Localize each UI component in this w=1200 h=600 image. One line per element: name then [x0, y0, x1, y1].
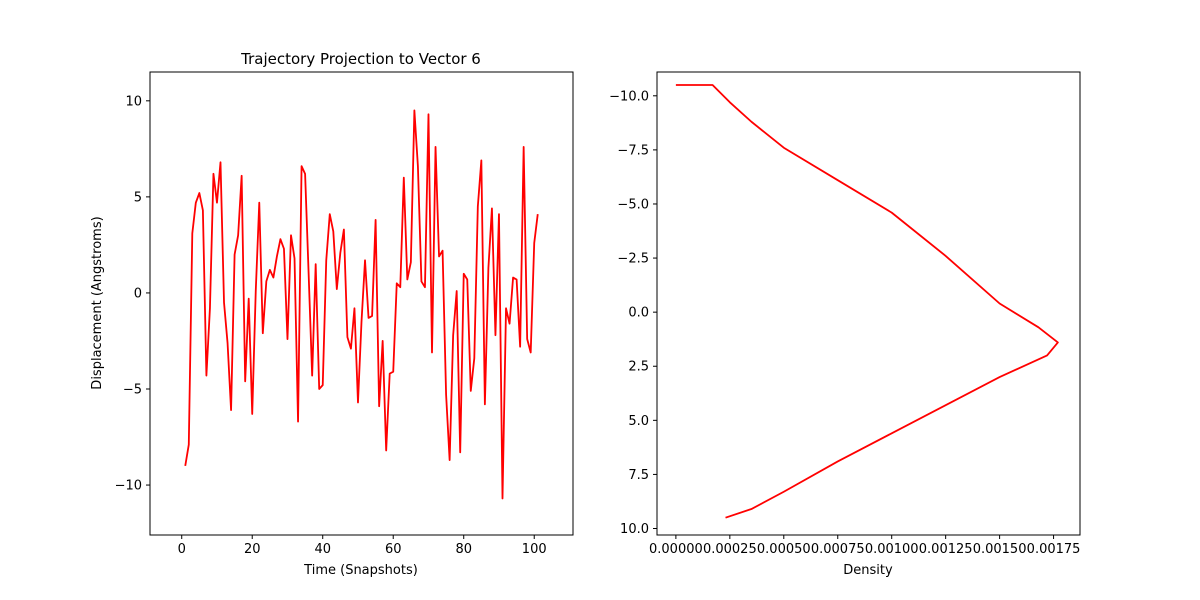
left-y-tick-label: −10: [115, 479, 142, 494]
right-x-tick-label: 0.00175: [1027, 542, 1081, 557]
right-x-tick-label: 0.00050: [757, 542, 811, 557]
left-y-tick-label: 5: [134, 190, 142, 205]
left-x-tick-label: 0: [178, 542, 186, 557]
right-plot-frame: [656, 71, 1081, 536]
x-axis-label-density: Density: [843, 563, 893, 578]
right-y-tick-label: 2.5: [628, 360, 649, 375]
right-y-tick-label: −10.0: [609, 89, 649, 104]
density-series-line: [675, 84, 1059, 519]
y-axis-label: Displacement (Angstroms): [90, 216, 105, 389]
left-x-tick-label: 80: [455, 542, 472, 557]
right-y-tick-label: 7.5: [628, 468, 649, 483]
left-y-tick-label: 0: [134, 286, 142, 301]
left-x-tick-label: 20: [244, 542, 261, 557]
left-x-tick-label: 100: [522, 542, 547, 557]
right-y-tick-label: −5.0: [617, 197, 649, 212]
right-y-tick-label: 5.0: [628, 414, 649, 429]
right-x-tick-label: 0.00000: [649, 542, 703, 557]
right-x-tick-label: 0.00150: [973, 542, 1027, 557]
right-x-tick-label: 0.00100: [865, 542, 919, 557]
right-x-tick-label: 0.00075: [811, 542, 865, 557]
left-plot-frame: [149, 71, 574, 536]
right-y-tick-label: 0.0: [628, 306, 649, 321]
right-y-tick-label: −2.5: [617, 252, 649, 267]
left-y-tick-label: 10: [125, 94, 142, 109]
right-y-tick-label: 10.0: [620, 522, 649, 537]
x-axis-label: Time (Snapshots): [303, 563, 418, 578]
left-x-tick-label: 60: [385, 542, 402, 557]
trajectory-projection-chart: Trajectory Projection to Vector 6 0 20 40 6…: [90, 50, 574, 578]
left-y-tick-label: −5: [123, 382, 142, 397]
displacement-series-line: [184, 109, 539, 500]
chart-title: Trajectory Projection to Vector 6: [240, 50, 481, 68]
density-chart: 0.00000 0.00025 0.00050 0.00075 0.00100 0.001…: [609, 71, 1081, 578]
right-x-tick-label: 0.00025: [703, 542, 757, 557]
right-y-tick-label: −7.5: [617, 143, 649, 158]
right-x-tick-label: 0.00125: [919, 542, 973, 557]
left-x-tick-label: 40: [314, 542, 331, 557]
